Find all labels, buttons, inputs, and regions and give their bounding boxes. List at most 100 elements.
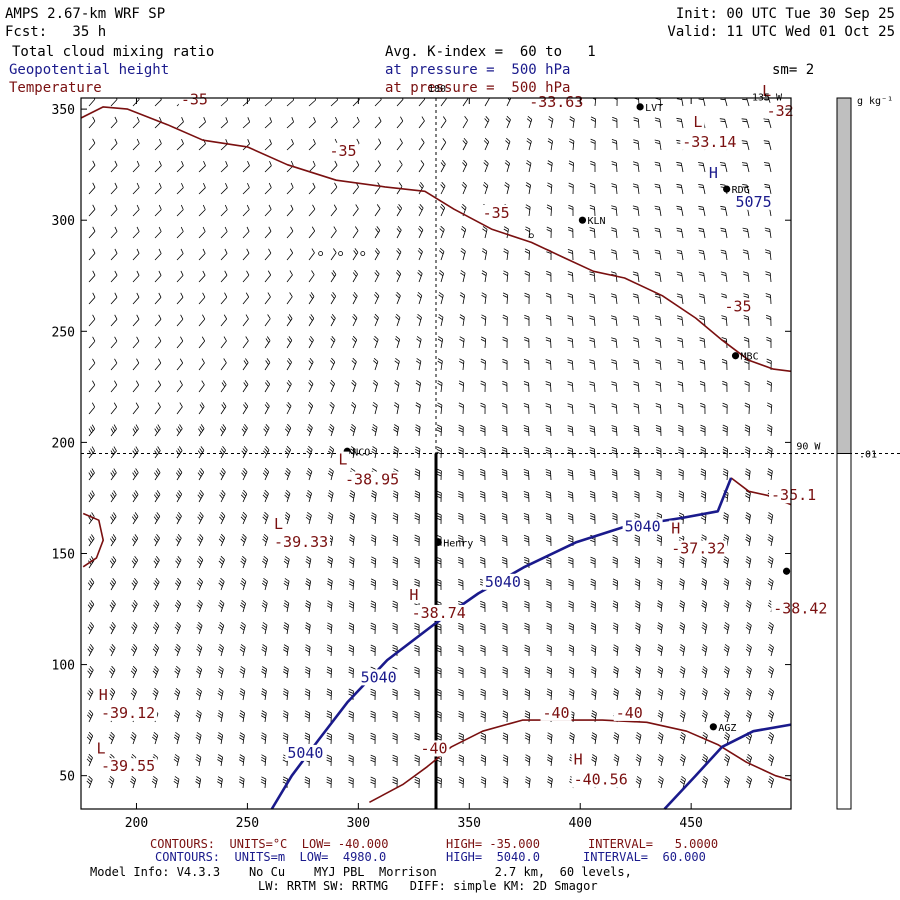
- wind-barb-field: [86, 98, 774, 789]
- temperature-contour-1: [369, 719, 792, 804]
- station-marker: [636, 103, 644, 111]
- x-tick-label: 400: [568, 816, 591, 831]
- x-tick-label: 300: [347, 816, 370, 831]
- cloud-point: [338, 251, 343, 256]
- x-tick-label: 450: [679, 816, 702, 831]
- height-label: 5040: [485, 573, 521, 591]
- grid-label: 180: [428, 84, 446, 95]
- temperature-label: -33.14: [682, 133, 736, 151]
- station-marker: [578, 216, 587, 224]
- temperature-label: -35: [181, 91, 208, 109]
- valid-time: Valid: 11 UTC Wed 01 Oct 25: [667, 24, 895, 40]
- temperature-contours: [80, 106, 792, 804]
- label-backdrop: [622, 518, 663, 535]
- label-backdrop: [760, 82, 774, 99]
- station-label: KLN: [587, 216, 605, 227]
- grid-label: 90 W: [796, 442, 821, 453]
- wind-barbs: [86, 98, 774, 789]
- temperature-label: H: [409, 586, 418, 604]
- height-contours: [270, 477, 792, 810]
- label-backdrop: [571, 751, 585, 768]
- field-temperature: Temperature: [9, 80, 102, 96]
- temperature-label: -38.42: [773, 599, 827, 617]
- x-tick-label: 350: [458, 816, 481, 831]
- y-tick-label: 200: [52, 436, 75, 451]
- label-backdrop: [669, 540, 728, 557]
- station-marker: [709, 723, 717, 731]
- temperature-label: H: [99, 686, 108, 704]
- height-label: H: [709, 164, 718, 182]
- model-info: Model Info: V4.3.3 No Cu MYJ PBL Morriso…: [90, 865, 632, 879]
- station-marker: [723, 185, 731, 193]
- temp-contour-interval: INTERVAL= 5.0000: [588, 837, 719, 851]
- label-backdrop: [409, 604, 468, 621]
- cloud-point: [529, 233, 534, 239]
- station-label: NCO: [352, 447, 370, 458]
- height-contour-info: CONTOURS: UNITS=m LOW= 4980.0: [155, 850, 387, 864]
- colorbar-unit: g kg⁻¹: [857, 96, 893, 107]
- label-backdrop: [407, 587, 421, 604]
- temperature-label: -35: [483, 204, 510, 222]
- colorbar-fill: [837, 98, 851, 454]
- label-backdrop: [613, 704, 645, 721]
- temperature-label: L: [97, 739, 106, 757]
- height-contour-high: HIGH= 5040.0: [446, 850, 540, 864]
- temperature-label: -35: [724, 297, 751, 315]
- label-backdrop: [571, 771, 630, 788]
- label-backdrop: [771, 600, 830, 617]
- plot-border: [80, 97, 792, 810]
- temperature-label: L: [274, 515, 283, 533]
- plot-frame: [80, 97, 792, 810]
- temperature-label: -38.95: [345, 471, 399, 489]
- height-label: 5040: [625, 517, 661, 535]
- temperature-label: -39.55: [101, 757, 155, 775]
- temperature-label: -40: [420, 739, 447, 757]
- label-backdrop: [98, 758, 157, 775]
- x-tick-label: 200: [125, 816, 148, 831]
- temperature-label: -33.63: [529, 93, 583, 111]
- station-label: MBC: [741, 352, 759, 363]
- label-backdrop: [96, 687, 110, 704]
- station-marker: [731, 352, 740, 360]
- station-label: RDG: [732, 185, 750, 196]
- temperature-label: -35: [330, 142, 357, 160]
- temperature-label: L: [338, 451, 347, 469]
- y-tick-label: 300: [52, 214, 75, 229]
- label-backdrop: [94, 740, 108, 757]
- temp-contour-high: HIGH= -35.000: [446, 837, 540, 851]
- stations: KLN RDG MBC NCO Henry AGZ LVT: [318, 103, 791, 734]
- label-backdrop: [482, 573, 523, 590]
- temperature-contour-2: [82, 512, 104, 568]
- pressure-level-temp: at pressure = 500 hPa: [385, 80, 571, 96]
- label-backdrop: [343, 471, 402, 488]
- label-backdrop: [764, 102, 796, 119]
- temperature-label: -40: [543, 704, 570, 722]
- height-label: 5040: [361, 668, 397, 686]
- label-backdrop: [669, 520, 683, 537]
- pressure-level-height: at pressure = 500 hPa: [385, 62, 571, 78]
- cloud-point: [318, 251, 324, 256]
- label-backdrop: [272, 516, 286, 533]
- label-backdrop: [336, 451, 350, 468]
- label-backdrop: [769, 487, 819, 504]
- label-backdrop: [722, 298, 754, 315]
- temperature-label: -39.33: [274, 533, 328, 551]
- height-contour-interval: INTERVAL= 60.000: [583, 850, 706, 864]
- y-tick-label: 150: [52, 547, 75, 562]
- label-backdrop: [480, 204, 512, 221]
- temperature-label: H: [671, 519, 680, 537]
- temperature-label: -32: [767, 102, 794, 120]
- field-height: Geopotential height: [9, 62, 170, 78]
- temperature-label: H: [574, 751, 583, 769]
- temperature-label: L: [693, 113, 702, 131]
- station-marker: [434, 538, 442, 546]
- label-backdrop: [285, 744, 326, 761]
- label-backdrop: [418, 740, 450, 757]
- temperature-label: L: [762, 82, 771, 100]
- station-label: LVT: [645, 103, 663, 114]
- temperature-contour-0: [80, 106, 792, 373]
- label-backdrop: [327, 142, 359, 159]
- label-backdrop: [178, 91, 210, 108]
- smoothing-label: sm= 2: [772, 62, 815, 78]
